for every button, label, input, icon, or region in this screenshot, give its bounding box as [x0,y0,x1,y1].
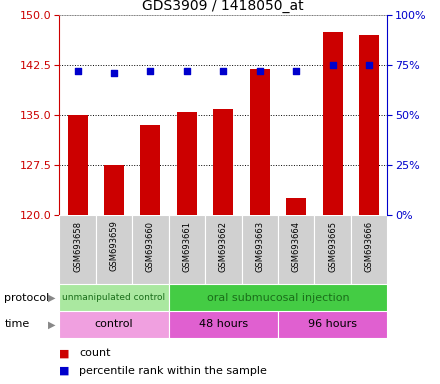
Text: control: control [95,319,133,329]
Bar [59,215,96,284]
Text: GSM693659: GSM693659 [110,220,118,271]
Bar [177,112,197,215]
Text: GSM693665: GSM693665 [328,220,337,271]
Point [110,70,117,76]
Text: oral submucosal injection: oral submucosal injection [207,293,349,303]
Bar [169,284,387,311]
Bar [359,35,379,215]
Text: GSM693660: GSM693660 [146,220,155,271]
Text: ▶: ▶ [48,319,55,329]
Point [220,68,227,74]
Point [147,68,154,74]
Bar [68,115,88,215]
Text: percentile rank within the sample: percentile rank within the sample [79,366,267,376]
Bar [169,215,205,284]
Text: GSM693661: GSM693661 [182,220,191,271]
Text: time: time [4,319,29,329]
Text: unmanipulated control: unmanipulated control [62,293,165,302]
Bar [132,215,169,284]
Bar [278,311,387,338]
Bar [242,215,278,284]
Point [366,62,373,68]
Bar [323,32,343,215]
Text: GSM693664: GSM693664 [292,220,301,271]
Bar [96,215,132,284]
Text: GSM693658: GSM693658 [73,220,82,271]
Bar [169,311,278,338]
Text: count: count [79,348,111,358]
Text: 48 hours: 48 hours [199,319,248,329]
Bar [250,69,270,215]
Bar [213,109,233,215]
Point [183,68,191,74]
Bar [104,165,124,215]
Text: protocol: protocol [4,293,50,303]
Bar [314,215,351,284]
Point [256,68,263,74]
Bar [140,125,161,215]
Point [293,68,300,74]
Bar [59,284,169,311]
Text: GSM693663: GSM693663 [255,220,264,272]
Text: 96 hours: 96 hours [308,319,357,329]
Point [329,62,336,68]
Text: ■: ■ [59,348,70,358]
Bar [351,215,387,284]
Bar [278,215,314,284]
Bar [286,199,306,215]
Text: GSM693662: GSM693662 [219,220,228,271]
Text: GSM693666: GSM693666 [364,220,374,272]
Bar [205,215,242,284]
Bar [59,311,169,338]
Point [74,68,81,74]
Text: ■: ■ [59,366,70,376]
Text: ▶: ▶ [48,293,55,303]
Title: GDS3909 / 1418050_at: GDS3909 / 1418050_at [143,0,304,13]
